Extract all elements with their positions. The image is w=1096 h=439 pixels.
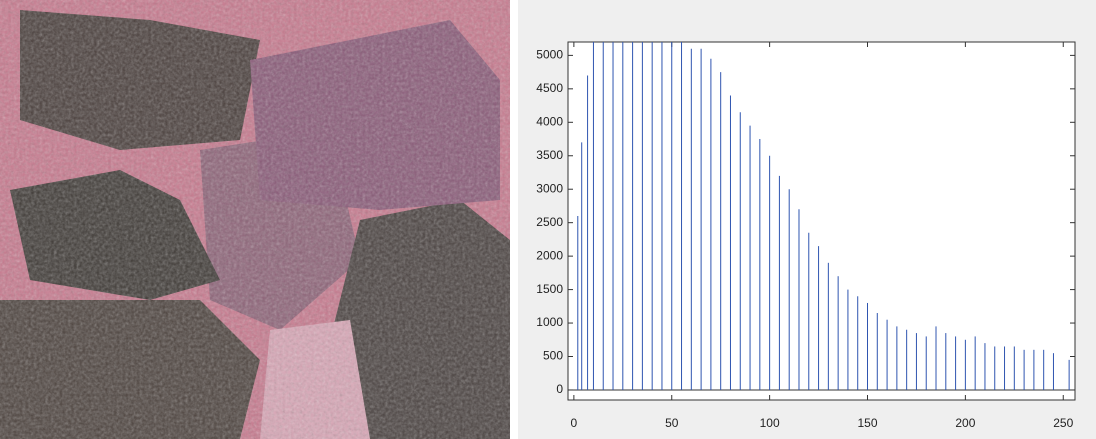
x-tick-label: 100: [760, 416, 780, 430]
y-tick-label: 4000: [536, 114, 563, 128]
plot: 0500100015002000250030003500400045005000…: [536, 42, 1075, 430]
y-tick-label: 500: [543, 349, 563, 363]
axes-box: [567, 41, 1076, 401]
x-tick-label: 0: [571, 416, 578, 430]
x-tick-label: 150: [857, 416, 877, 430]
x-tick-label: 200: [955, 416, 975, 430]
y-tick-label: 3500: [536, 148, 563, 162]
y-tick-label: 3000: [536, 181, 563, 195]
x-tick-label: 50: [665, 416, 679, 430]
y-tick-label: 1500: [536, 282, 563, 296]
photo: [0, 0, 510, 439]
y-tick-label: 1000: [536, 315, 563, 329]
y-tick-label: 2500: [536, 215, 563, 229]
y-tick-label: 0: [556, 382, 563, 396]
x-tick-label: 250: [1053, 416, 1073, 430]
y-tick-label: 4500: [536, 81, 563, 95]
y-tick-label: 2000: [536, 248, 563, 262]
y-tick-label: 5000: [536, 48, 563, 62]
